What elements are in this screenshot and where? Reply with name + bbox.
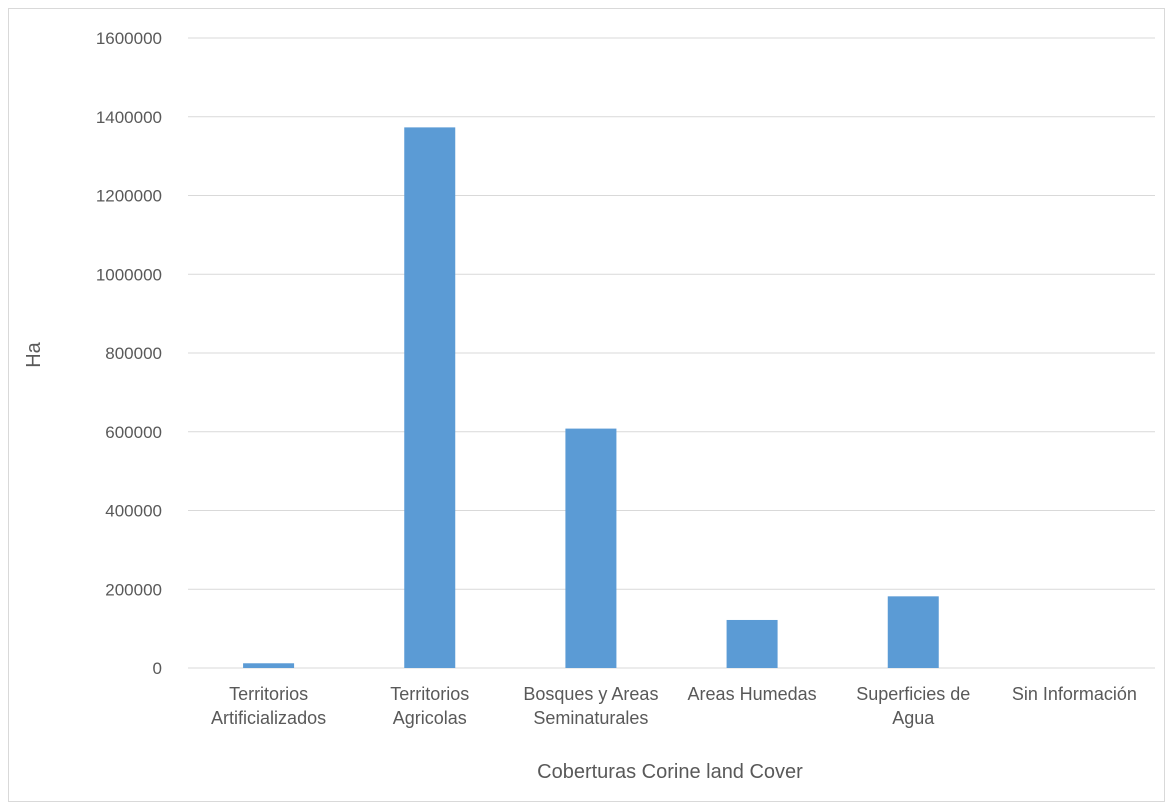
bar <box>404 127 456 669</box>
x-category-label: Territorios <box>390 684 469 704</box>
x-category-label: Agua <box>892 708 935 728</box>
x-category-label: Artificializados <box>211 708 326 728</box>
y-axis-title: Ha <box>23 341 45 367</box>
x-category-label: Agricolas <box>393 708 467 728</box>
bar <box>726 619 778 668</box>
y-tick-labels: 0 200000 400000 600000 800000 1000000 1200000 1… <box>96 29 162 678</box>
gridlines <box>188 37 1155 669</box>
x-category-labels: Territorios Artificializados Territorios Ag… <box>211 684 1137 728</box>
y-tick-label: 1400000 <box>96 108 162 127</box>
bar <box>565 428 617 668</box>
x-category-label: Bosques y Areas <box>523 684 658 704</box>
y-tick-label: 1200000 <box>96 187 162 206</box>
y-tick-label: 200000 <box>105 580 162 599</box>
y-tick-label: 1000000 <box>96 265 162 284</box>
y-tick-label: 800000 <box>105 344 162 363</box>
y-tick-label: 400000 <box>105 502 162 521</box>
y-tick-label: 0 <box>153 659 162 678</box>
chart-frame <box>8 8 1165 802</box>
x-category-label: Areas Humedas <box>688 684 817 704</box>
y-tick-label: 600000 <box>105 423 162 442</box>
y-tick-label: 1600000 <box>96 29 162 48</box>
x-category-label: Seminaturales <box>533 708 648 728</box>
x-category-label: Superficies de <box>856 684 970 704</box>
x-category-label: Territorios <box>229 684 308 704</box>
x-axis-title: Coberturas Corine land Cover <box>537 761 803 783</box>
bar <box>887 596 939 668</box>
bar <box>243 663 295 668</box>
bars <box>243 127 939 669</box>
x-category-label: Sin Información <box>1012 684 1137 704</box>
